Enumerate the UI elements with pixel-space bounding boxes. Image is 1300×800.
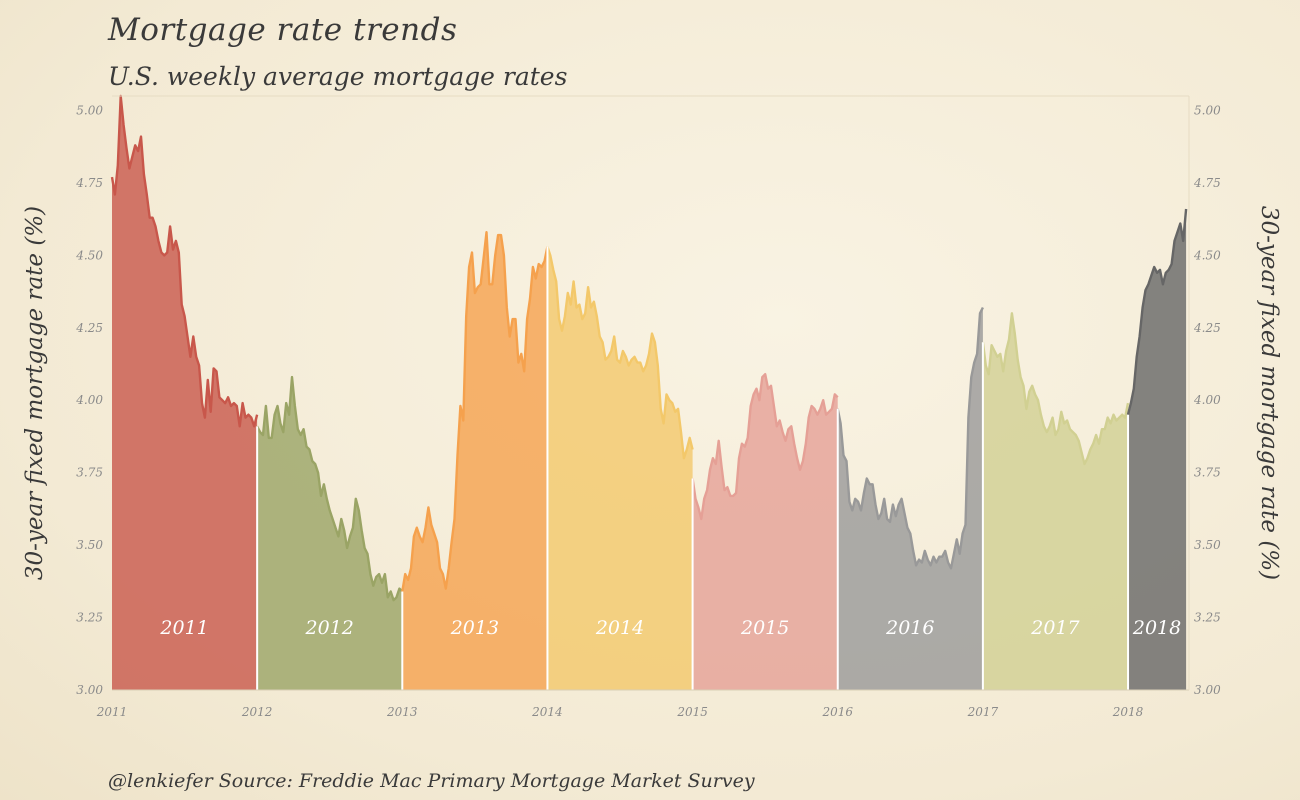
- year-label-2011: 2011: [159, 617, 208, 639]
- area-2012: [257, 377, 403, 690]
- y-tick-left: 5.00: [76, 103, 103, 117]
- y-tick-left: 4.50: [75, 248, 103, 262]
- y-tick-right: 4.50: [1193, 248, 1221, 262]
- year-label-2016: 2016: [885, 617, 934, 639]
- area-2018: [1128, 209, 1187, 690]
- line-2015: [691, 373, 839, 521]
- year-label-2012: 2012: [305, 617, 354, 639]
- year-label-2013: 2013: [450, 617, 499, 639]
- x-tick: 2017: [967, 705, 999, 719]
- year-label-2017: 2017: [1030, 617, 1080, 639]
- x-tick: 2014: [531, 705, 563, 719]
- area-2013: [402, 232, 548, 690]
- y-tick-right: 4.25: [1193, 321, 1221, 335]
- y-tick-right: 4.00: [1193, 393, 1221, 407]
- area-2017: [982, 313, 1128, 690]
- y-axis-right-ticks: 3.00 3.25 3.50 3.75 4.00 4.25 4.50 4.75 5.00: [1193, 103, 1221, 697]
- x-tick: 2012: [241, 705, 273, 719]
- source-caption: @lenkiefer Source: Freddie Mac Primary M…: [108, 770, 755, 792]
- x-tick: 2013: [386, 705, 418, 719]
- y-tick-right: 5.00: [1194, 103, 1221, 117]
- y-tick-left: 3.00: [76, 683, 103, 697]
- y-tick-right: 3.75: [1194, 466, 1221, 480]
- area-2016: [837, 307, 983, 690]
- y-tick-left: 4.00: [75, 393, 103, 407]
- y-tick-left: 3.25: [76, 611, 103, 625]
- chart-title: Mortgage rate trends: [108, 12, 458, 48]
- year-separators: [112, 95, 1190, 691]
- x-tick: 2018: [1112, 705, 1144, 719]
- line-2013: [401, 231, 549, 592]
- area-2011: [112, 96, 258, 690]
- line-series-group: [110, 94, 1188, 602]
- x-tick: 2011: [96, 705, 128, 719]
- line-2011: [110, 94, 259, 428]
- x-axis-ticks: 2011 2012 2013 2014 2015 2016 2017 2018: [96, 705, 1144, 719]
- y-axis-title-right: 30-year fixed mortgage rate (%): [1256, 206, 1282, 580]
- line-2012: [256, 375, 404, 602]
- year-labels: 2011 2012 2013 2014 2015 2016 2017 2018: [159, 617, 1181, 639]
- y-tick-right: 3.00: [1194, 683, 1221, 697]
- y-tick-left: 3.50: [76, 538, 103, 552]
- area-2015: [692, 374, 838, 690]
- y-tick-right: 3.25: [1194, 611, 1221, 625]
- y-tick-left: 3.75: [76, 466, 103, 480]
- y-tick-right: 4.75: [1193, 176, 1221, 190]
- y-axis-left-ticks: 3.00 3.25 3.50 3.75 4.00 4.25 4.50 4.75 5.00: [75, 103, 103, 697]
- y-tick-right: 3.50: [1194, 538, 1221, 552]
- year-label-2015: 2015: [740, 617, 789, 639]
- year-label-2014: 2014: [595, 617, 644, 639]
- line-2018: [1126, 208, 1188, 415]
- line-2017: [981, 312, 1130, 466]
- line-2016: [836, 306, 984, 570]
- x-tick: 2016: [821, 705, 853, 719]
- year-label-2018: 2018: [1132, 617, 1181, 639]
- y-tick-left: 4.25: [75, 321, 103, 335]
- line-2014: [546, 246, 694, 460]
- y-tick-left: 4.75: [75, 176, 103, 190]
- chart-subtitle: U.S. weekly average mortgage rates: [108, 62, 568, 91]
- y-axis-title-left: 30-year fixed mortgage rate (%): [22, 206, 48, 580]
- x-tick: 2015: [676, 705, 708, 719]
